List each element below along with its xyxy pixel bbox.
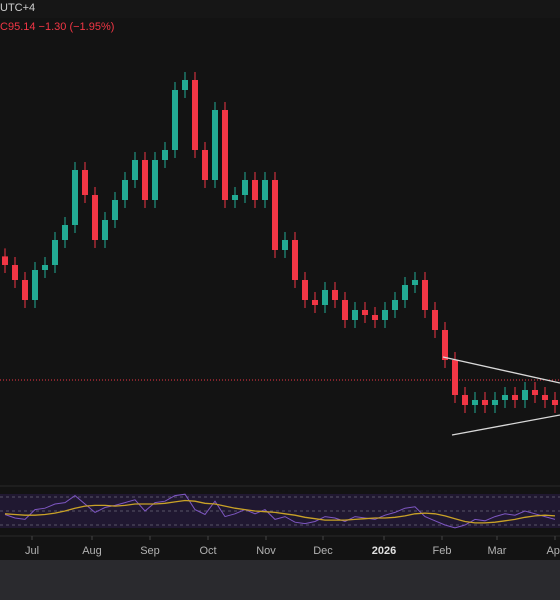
candle-body <box>462 395 468 405</box>
candle-body <box>432 310 438 330</box>
candle-body <box>492 400 498 405</box>
change: −1.30 <box>39 21 67 33</box>
x-tick-label: Apr <box>546 545 560 557</box>
candle-body <box>112 200 118 220</box>
candle-body <box>302 280 308 300</box>
indicator-line <box>4 493 556 529</box>
candle-body <box>122 180 128 200</box>
candle-body <box>552 400 558 405</box>
candle-body <box>212 110 218 180</box>
candle-body <box>442 330 448 360</box>
candle-body <box>72 170 78 225</box>
x-tick-label: Oct <box>199 545 216 557</box>
candle-body <box>62 225 68 240</box>
candle-body <box>522 390 528 400</box>
change-pct: (−1.95%) <box>69 21 114 33</box>
candle-body <box>282 240 288 250</box>
candle-body <box>202 150 208 180</box>
candle-body <box>22 280 28 300</box>
x-tick-label: Feb <box>433 545 452 557</box>
candle-body <box>512 395 518 400</box>
candle-body <box>452 360 458 395</box>
x-tick-label: Jul <box>25 545 39 557</box>
candle-body <box>182 80 188 90</box>
candle-body <box>412 280 418 285</box>
candle-body <box>32 270 38 300</box>
candle-body <box>322 290 328 305</box>
ohlc-legend: C95.14 −1.30 (−1.95%) <box>0 21 114 33</box>
candle-body <box>192 80 198 150</box>
candle-body <box>342 300 348 320</box>
candle-body <box>162 150 168 160</box>
candle-body <box>352 310 358 320</box>
candle-body <box>532 390 538 395</box>
candle-body <box>142 160 148 200</box>
trendline <box>442 356 560 384</box>
candle-body <box>422 280 428 310</box>
x-tick-label: Sep <box>140 545 160 557</box>
candle-body <box>42 265 48 270</box>
close-label: C <box>0 21 8 33</box>
candle-body <box>92 195 98 240</box>
candle-body <box>102 220 108 240</box>
candle-body <box>2 256 8 265</box>
candle-body <box>472 400 478 405</box>
x-tick-label: Nov <box>256 545 276 557</box>
candle-body <box>262 180 268 200</box>
x-tick-label: Aug <box>82 545 102 557</box>
candle-body <box>542 395 548 400</box>
candle-body <box>402 285 408 300</box>
candle-body <box>12 265 18 280</box>
indicator-ma <box>4 499 556 524</box>
candle-body <box>312 300 318 305</box>
candle-body <box>82 170 88 195</box>
candle-body <box>372 315 378 320</box>
candle-body <box>272 180 278 250</box>
candle-body <box>52 240 58 265</box>
candle-body <box>222 110 228 200</box>
candle-body <box>152 160 158 200</box>
candle-body <box>232 195 238 200</box>
top-bar <box>0 0 560 18</box>
candle-body <box>382 310 388 320</box>
candle-body <box>392 300 398 310</box>
x-tick-label: 2026 <box>372 545 396 557</box>
timezone: UTC+4 <box>0 2 35 14</box>
candle-body <box>242 180 248 195</box>
close-value: 95.14 <box>8 21 36 33</box>
x-tick-label: Mar <box>488 545 507 557</box>
candle-body <box>502 395 508 400</box>
candle-body <box>482 400 488 405</box>
candle-body <box>172 90 178 150</box>
chart-background <box>0 0 560 560</box>
x-tick-label: Dec <box>313 545 333 557</box>
trendline <box>451 414 560 436</box>
candle-body <box>132 160 138 180</box>
candle-body <box>292 240 298 280</box>
candle-body <box>252 180 258 200</box>
candle-body <box>332 290 338 300</box>
candle-body <box>362 310 368 315</box>
